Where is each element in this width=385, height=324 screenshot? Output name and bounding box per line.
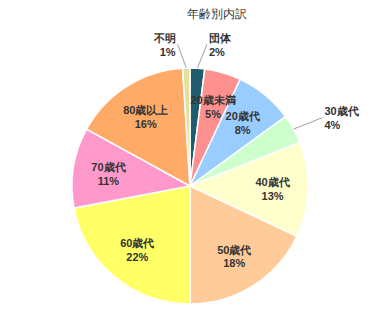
svg-text:60歳代22%: 60歳代22% xyxy=(120,237,154,263)
svg-text:70歳代11%: 70歳代11% xyxy=(91,161,125,187)
svg-text:80歳以上16%: 80歳以上16% xyxy=(123,104,168,130)
html-text:20歳未満: 20歳未満 xyxy=(190,94,236,107)
svg-text:30歳代4%: 30歳代4% xyxy=(324,105,358,131)
html-text:5%: 5% xyxy=(205,108,221,121)
svg-text:20歳代8%: 20歳代8% xyxy=(226,110,260,136)
svg-text:年齢別内訳: 年齢別内訳 xyxy=(187,7,247,21)
svg-text:不明1%: 不明1% xyxy=(153,32,176,58)
svg-text:40歳代13%: 40歳代13% xyxy=(255,176,289,202)
svg-text:50歳代18%: 50歳代18% xyxy=(217,244,251,270)
svg-text:団体2%: 団体2% xyxy=(209,32,232,58)
